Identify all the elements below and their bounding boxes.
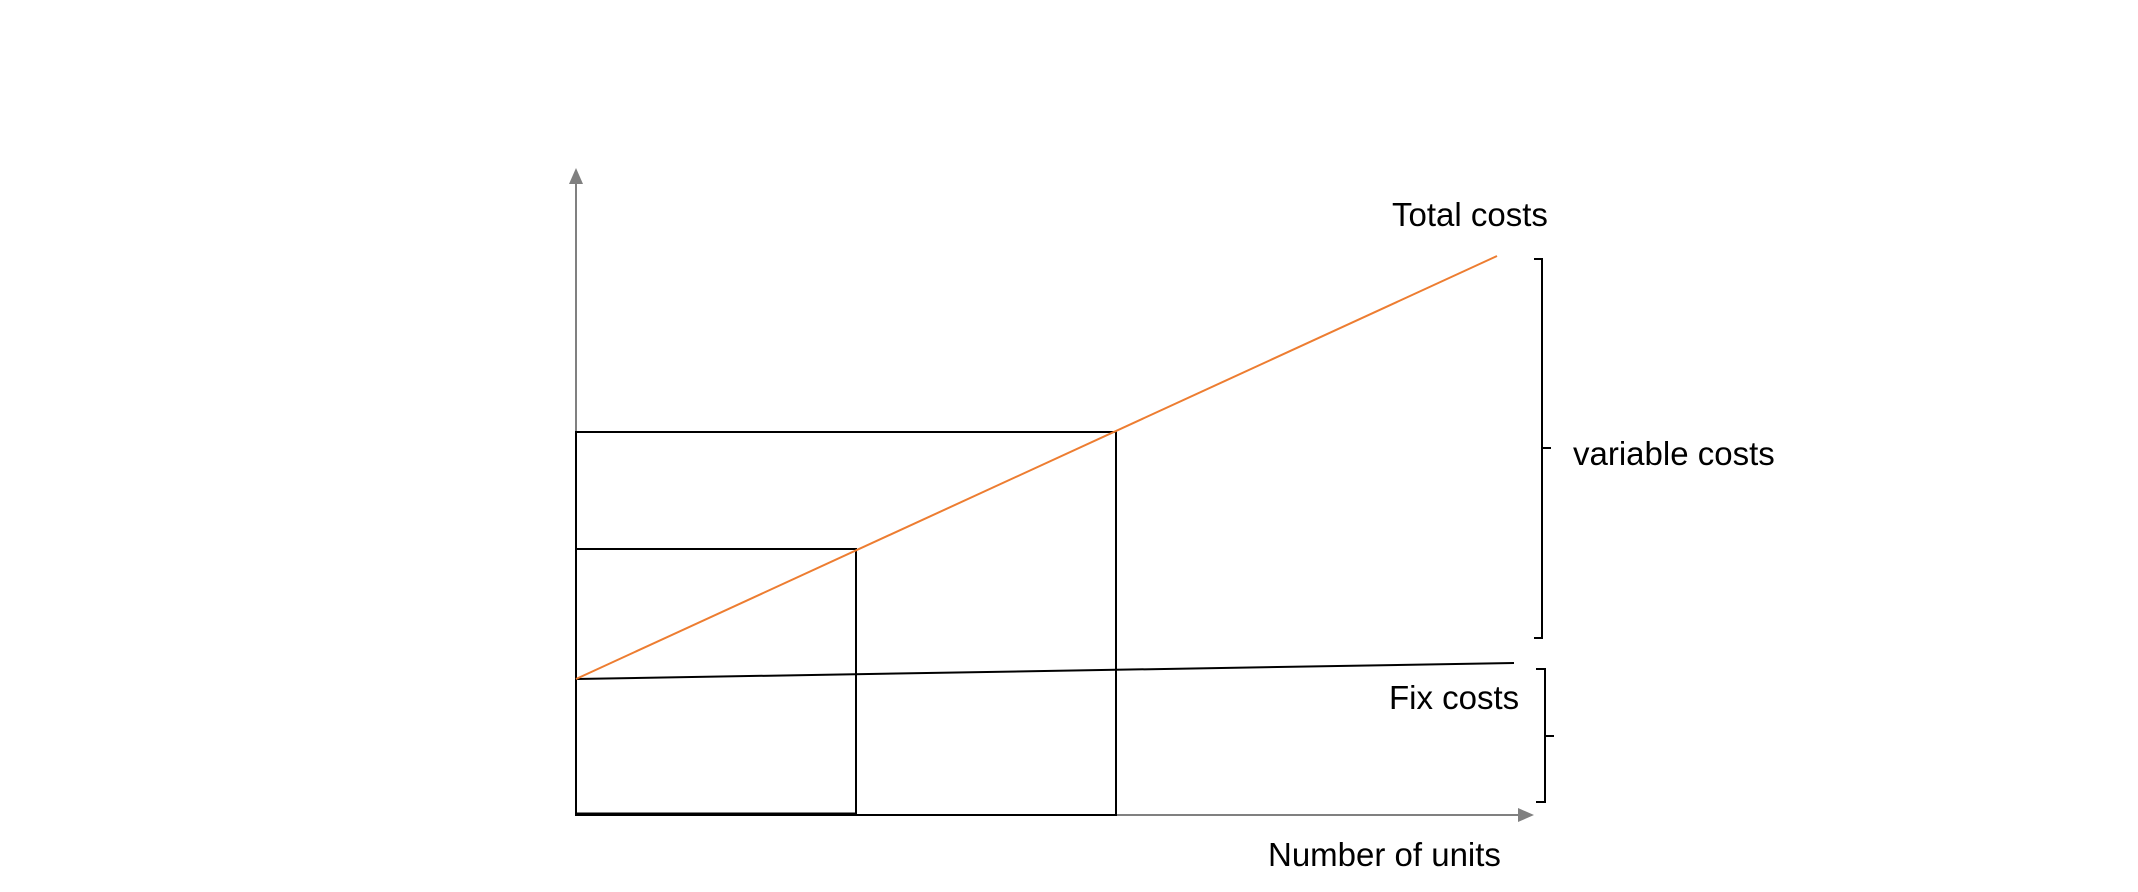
labels: Total costs variable costs Fix costs Num… (1268, 196, 1775, 873)
reference-boxes (575, 431, 1117, 816)
large-reference-box (575, 431, 1117, 816)
fix-costs-line (575, 662, 1515, 680)
fix-costs-label: Fix costs (1389, 679, 1519, 716)
cost-lines (575, 255, 1515, 680)
variable-costs-bracket (1534, 258, 1551, 639)
total-costs-line (575, 255, 1498, 680)
variable-costs-label: variable costs (1573, 435, 1775, 472)
small-reference-box (575, 548, 857, 816)
total-costs-label: Total costs (1392, 196, 1548, 233)
fix-costs-bracket (1536, 668, 1554, 803)
brackets (1534, 258, 1554, 803)
axes (569, 168, 1534, 822)
y-axis-arrowhead-icon (569, 168, 583, 184)
x-axis-arrowhead-icon (1518, 808, 1534, 822)
x-axis-label: Number of units (1268, 836, 1501, 873)
